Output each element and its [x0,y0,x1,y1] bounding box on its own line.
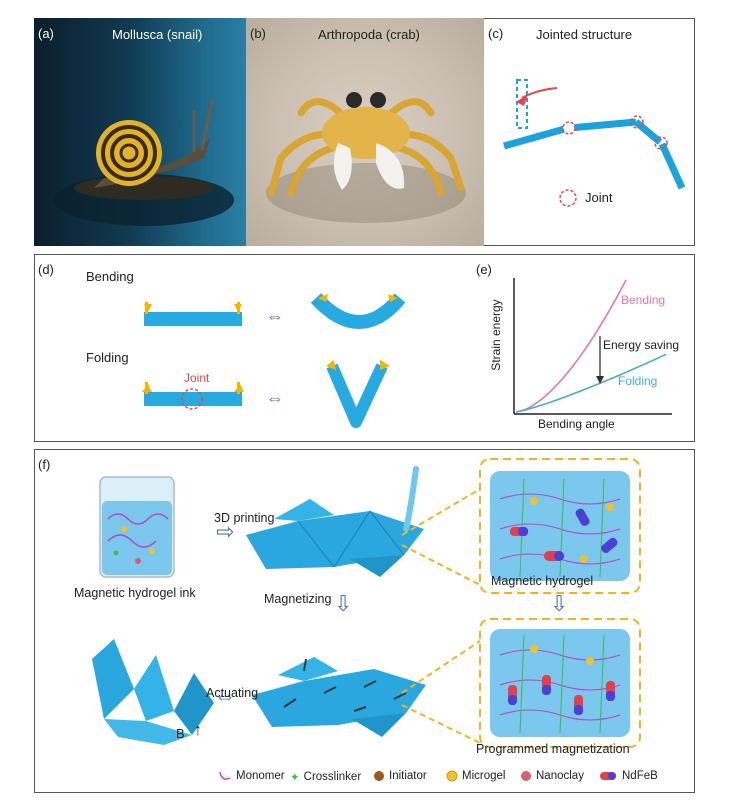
initiator-icon [374,771,384,781]
panel-c-title: Jointed structure [536,27,633,42]
legend-nanoclay: Nanoclay [520,770,584,782]
zoom-box-bottom [479,618,641,748]
segment-1 [503,124,569,150]
ghost-segment [516,79,528,129]
print-nozzle-icon [403,466,419,532]
crab-illustration [266,92,466,223]
programmed-sheet [252,657,426,737]
zoom-box-top [479,458,641,594]
joint-text-d: Joint [184,371,210,385]
series-line-folding [515,353,667,413]
actuated-structure [92,639,214,745]
joint-legend-icon [559,189,577,207]
joint-3-icon [654,136,668,150]
legend-monomer: Monomer [218,770,285,782]
segment-2 [569,118,637,132]
panel-d-label: (d) [38,262,54,277]
fabrication-diagram: ⇨ ⇩ ⇩ ⇔ [92,458,641,748]
legend-label: Microgel [462,770,506,782]
down-arrow-icon: ⇩ [334,591,352,616]
snail-photo [34,18,246,246]
folding-label: Folding [86,350,129,365]
panel-b-label: (b) [250,26,266,41]
legend-microgel: Microgel [446,770,505,782]
ink-beaker-icon [99,476,175,578]
series-label-bending: Bending [621,293,666,307]
joint-marker-icon [181,388,203,410]
strain-energy-chart [513,278,672,415]
panel-c-label: (c) [488,26,504,41]
rotation-arrow-head [516,94,528,106]
bent-beam [310,293,406,329]
double-arrow-icon: ⇔ [266,388,284,408]
panel-b-title: Arthropoda (crab) [318,27,420,42]
legend-label: Monomer [236,770,285,782]
bending-label: Bending [86,269,134,284]
crab-photo [246,18,484,246]
panel-f-label: (f) [38,457,51,472]
flat-beam-folding [144,392,242,406]
hydrogel-label: Magnetic hydrogel [491,574,594,588]
right-arrow-icon: ⇨ [216,519,234,544]
bidirectional-arrow-icon: ⇔ [214,683,236,708]
folded-v-beam [326,363,388,428]
energy-saving-arrow-head [596,376,604,384]
series-line-bending [515,279,627,413]
printing-label: 3D printing [214,511,275,525]
series-label-folding: Folding [618,374,658,388]
legend-label: Initiator [389,770,427,782]
segment-4 [658,142,686,190]
hydrogel-block-top [490,471,630,581]
legend-initiator: Initiator [373,770,427,782]
crosslinker-icon: ✦ [290,772,300,784]
panel-a-title: Mollusca (snail) [112,27,203,42]
x-axis-label: Bending angle [538,417,615,431]
nanoclay-icon [521,771,531,781]
joint-legend-label: Joint [585,190,613,205]
energy-saving-label: Energy saving [603,338,680,352]
snail-illustration [54,99,234,226]
actuating-label: Actuating [206,686,259,700]
magnetizing-label: Magnetizing [264,592,332,606]
printed-sheet [246,499,424,577]
monomer-icon [219,771,231,780]
panel-c [484,18,695,246]
jointed-structure-diagram [503,79,686,207]
flat-beam-bending [144,312,242,326]
panel-a-label: (a) [38,26,54,41]
double-arrow-icon: ⇔ [266,306,284,326]
field-arrow-icon: ↑ [194,722,202,739]
legend-label: Crosslinker [303,771,362,783]
legend-label: NdFeB [622,770,658,782]
programmed-label: Programmed magnetization [476,742,630,756]
legend-label: Nanoclay [536,770,584,782]
legend-ndfeb: NdFeB [600,770,658,782]
legend-crosslinker: ✦ Crosslinker [290,770,361,784]
field-label: B [176,726,185,741]
panel-e-label: (e) [476,262,492,277]
bending-folding-diagram: ⇔ ⇔ [142,293,406,428]
y-axis-label: Strain energy [489,299,503,371]
panel-f [34,449,695,793]
joint-1-icon [562,121,576,135]
joint-2-icon [630,115,644,129]
ndfeb-icon [600,772,616,780]
microgel-icon [446,770,458,782]
panel-d [34,254,695,442]
ink-label: Magnetic hydrogel ink [74,586,196,600]
down-arrow-icon: ⇩ [550,591,568,616]
